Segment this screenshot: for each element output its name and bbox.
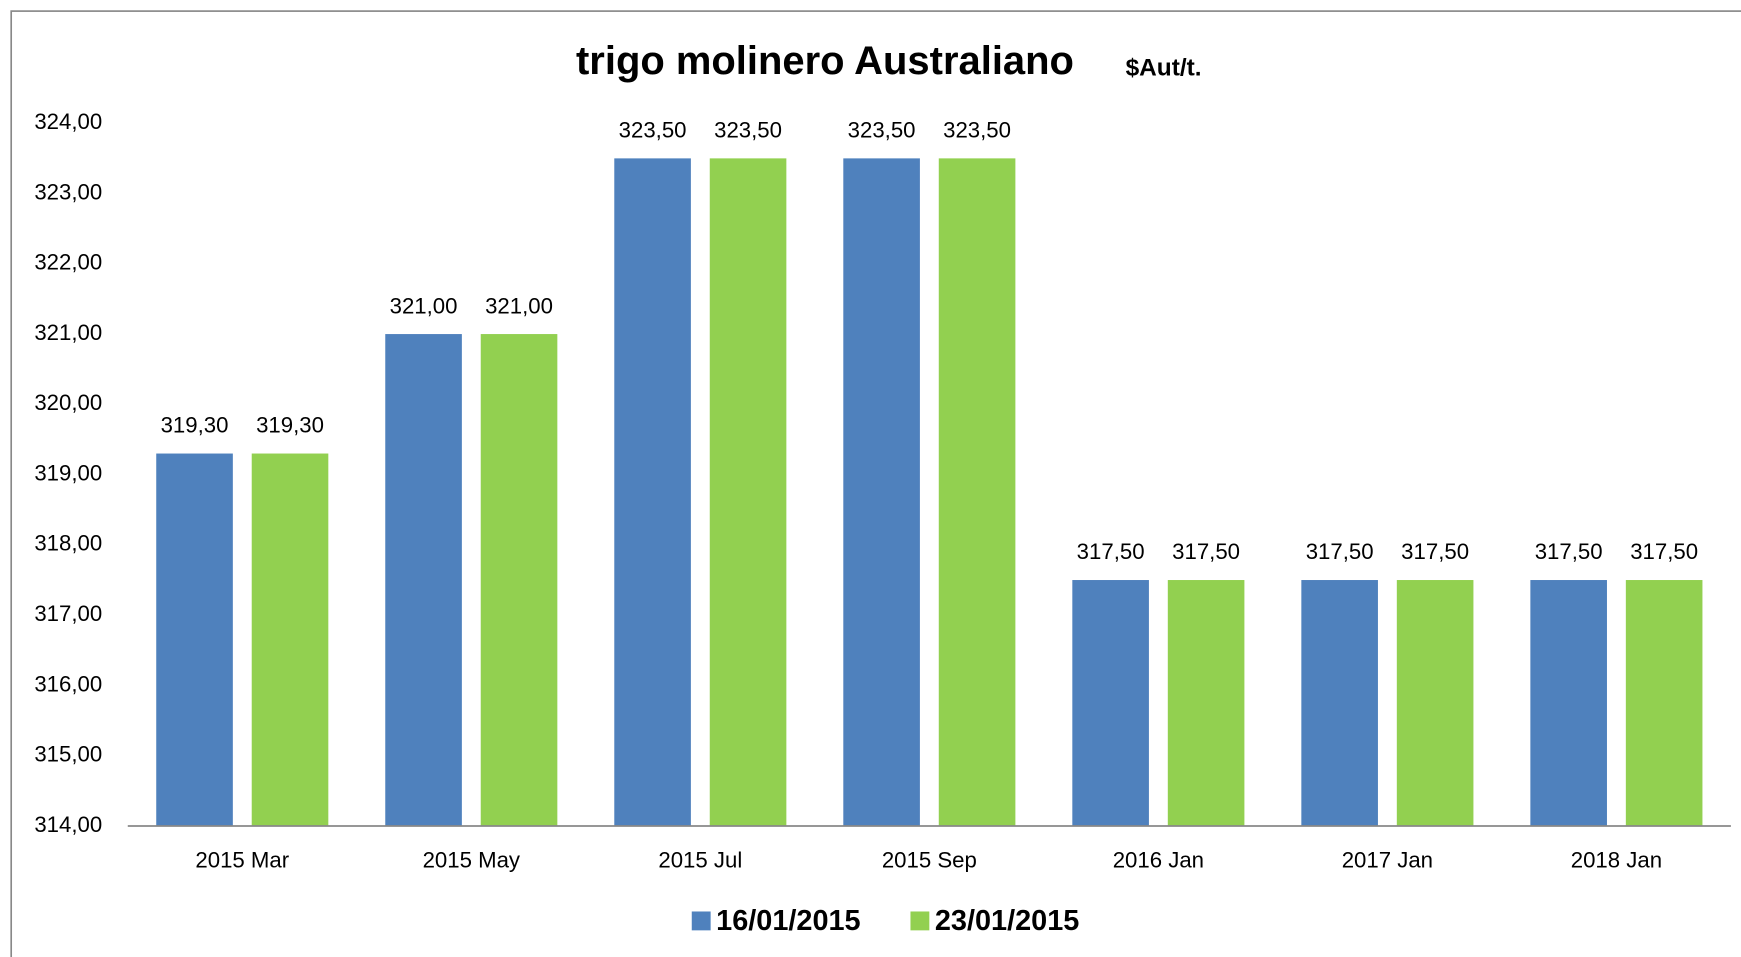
value-label: 321,00 <box>485 293 553 318</box>
value-label: 317,50 <box>1535 539 1603 564</box>
bar <box>385 334 462 826</box>
x-tick-label: 2016 Jan <box>1113 847 1204 872</box>
x-tick-label: 2018 Jan <box>1571 847 1662 872</box>
chart-title: trigo molinero Australiano <box>576 39 1074 83</box>
y-tick-label: 316,00 <box>34 671 102 696</box>
bar <box>1167 580 1245 826</box>
x-tick-label: 2015 May <box>423 847 521 872</box>
value-label: 317,50 <box>1172 539 1240 564</box>
bar <box>251 453 329 826</box>
x-tick-label: 2017 Jan <box>1342 847 1433 872</box>
bar <box>843 158 920 826</box>
value-label: 323,50 <box>619 118 687 143</box>
x-tick-label: 2015 Jul <box>658 847 742 872</box>
value-label: 323,50 <box>848 118 916 143</box>
legend-swatch <box>691 911 711 931</box>
y-tick-label: 321,00 <box>34 320 102 345</box>
y-tick-label: 314,00 <box>34 812 102 837</box>
y-tick-label: 317,00 <box>34 601 102 626</box>
y-tick-label: 320,00 <box>34 390 102 415</box>
bar <box>1301 580 1378 826</box>
bar <box>1530 580 1607 826</box>
chart-unit: $Aut/t. <box>1126 54 1202 81</box>
bar <box>938 158 1016 826</box>
x-tick-label: 2015 Mar <box>195 847 289 872</box>
y-tick-label: 315,00 <box>34 742 102 767</box>
value-label: 317,50 <box>1306 539 1374 564</box>
bar <box>156 453 233 826</box>
value-label: 323,50 <box>943 118 1011 143</box>
y-tick-label: 324,00 <box>34 109 102 134</box>
bar <box>1072 580 1149 826</box>
value-label: 323,50 <box>714 118 782 143</box>
y-tick-label: 318,00 <box>34 531 102 556</box>
y-tick-label: 323,00 <box>34 179 102 204</box>
y-tick-label: 319,00 <box>34 460 102 485</box>
value-label: 317,50 <box>1401 539 1469 564</box>
bar <box>1625 580 1703 826</box>
bar <box>614 158 691 826</box>
y-tick-label: 322,00 <box>34 250 102 275</box>
value-label: 319,30 <box>256 413 324 438</box>
bar <box>709 158 787 826</box>
value-label: 321,00 <box>390 293 458 318</box>
bar <box>1396 580 1474 826</box>
bar <box>480 334 558 826</box>
value-label: 317,50 <box>1630 539 1698 564</box>
x-tick-label: 2015 Sep <box>882 847 977 872</box>
value-label: 319,30 <box>161 413 229 438</box>
legend-label: 23/01/2015 <box>935 905 1079 937</box>
legend-swatch <box>910 911 930 931</box>
legend-label: 16/01/2015 <box>716 905 860 937</box>
value-label: 317,50 <box>1077 539 1145 564</box>
